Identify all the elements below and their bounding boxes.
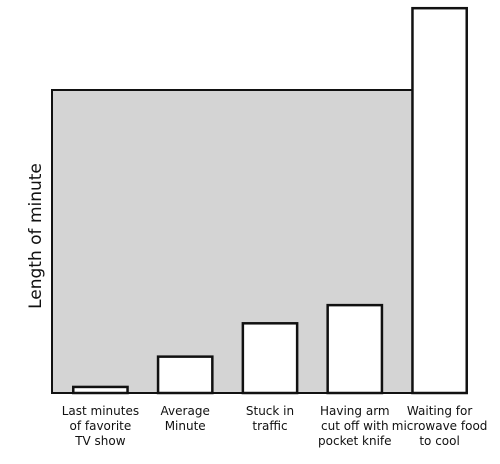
- bar: [156, 355, 214, 395]
- x-tick-label: Last minutes of favorite TV show: [61, 404, 140, 448]
- bar: [326, 303, 384, 395]
- x-tick-label: Having arm cut off with pocket knife: [318, 404, 392, 448]
- x-tick-label: Average Minute: [160, 404, 210, 433]
- bar: [241, 322, 299, 395]
- x-tick-label: Stuck in traffic: [245, 404, 295, 433]
- bar: [72, 385, 129, 395]
- x-tick-label: Waiting for microwave food to cool: [391, 404, 488, 448]
- y-axis-label: Length of minute: [26, 163, 46, 309]
- bar: [411, 6, 468, 395]
